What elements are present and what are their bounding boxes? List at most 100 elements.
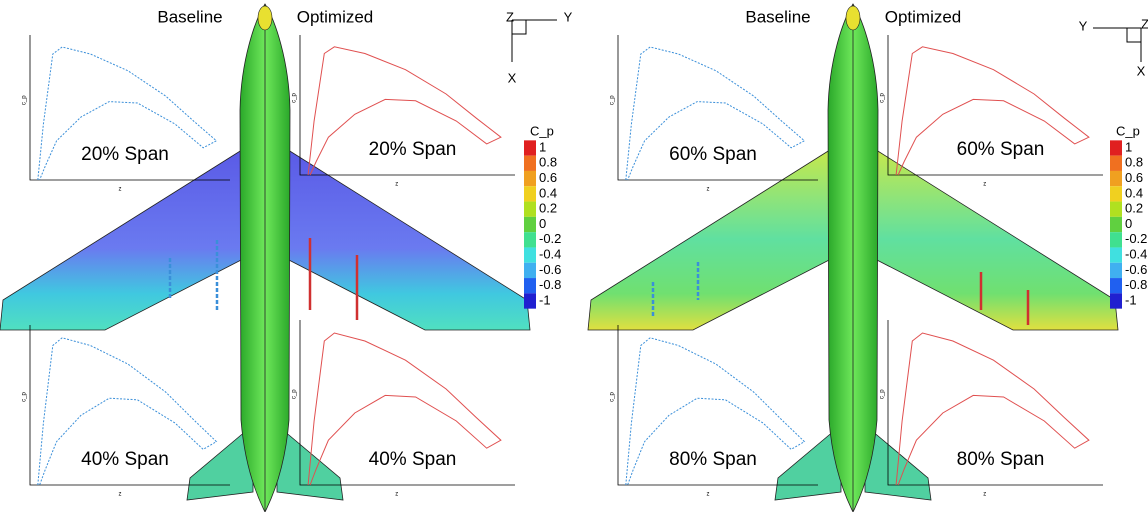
inset-y-label: c_p xyxy=(610,95,616,105)
colorbar-tick-label: -0.8 xyxy=(539,277,561,292)
colorbar-swatch xyxy=(524,140,536,156)
colorbar-swatch xyxy=(524,186,536,202)
triad xyxy=(1093,27,1142,62)
inset-axes xyxy=(29,325,230,486)
inset-axes xyxy=(617,325,818,486)
colorbar-swatch xyxy=(524,201,536,217)
colorbar-tick-label: 0.2 xyxy=(539,201,557,216)
colorbar-swatch xyxy=(1110,186,1122,202)
left-wing xyxy=(0,147,246,331)
inset-y-label: c_p xyxy=(880,93,886,103)
axis-y: Y xyxy=(1079,18,1088,33)
span-label: 20% Span xyxy=(369,139,457,160)
inset-axes xyxy=(617,35,818,181)
optimized-curve xyxy=(307,332,502,486)
colorbar-tick-label: -0.6 xyxy=(539,262,561,277)
span-label: 60% Span xyxy=(669,144,757,165)
span-label: 60% Span xyxy=(957,139,1045,160)
colorbar-swatch xyxy=(1110,140,1122,156)
baseline-curve xyxy=(37,337,218,486)
colorbar-swatch xyxy=(1110,293,1122,309)
baseline-label: Baseline xyxy=(157,7,222,26)
inset-x-label: z xyxy=(119,492,122,498)
inset-y-label: c_p xyxy=(610,392,616,402)
inset-x-label: z xyxy=(395,492,398,498)
colorbar-tick-label: -0.4 xyxy=(1125,247,1147,262)
inset-y-label: c_p xyxy=(22,392,28,402)
span-label: 40% Span xyxy=(81,449,169,470)
inset-y-label: c_p xyxy=(880,389,886,399)
colorbar-swatch xyxy=(524,262,536,279)
span-label: 80% Span xyxy=(669,449,757,470)
colorbar-swatch xyxy=(1110,247,1122,263)
axis-x: X xyxy=(508,70,517,85)
span-label: 80% Span xyxy=(957,449,1045,470)
colorbar-swatch xyxy=(1110,262,1122,279)
colorbar-tick-label: 0.6 xyxy=(1125,170,1143,185)
baseline-label: Baseline xyxy=(745,7,810,26)
inset-x-label: z xyxy=(119,187,122,193)
span-label: 40% Span xyxy=(369,449,457,470)
colorbar-tick-label: 0.2 xyxy=(1125,201,1143,216)
colorbar-tick-label: -0.4 xyxy=(539,247,561,262)
colorbar-tick-label: 0.4 xyxy=(1125,185,1143,200)
colorbar-tick-label: -0.2 xyxy=(539,231,561,246)
colorbar-tick-label: 0.6 xyxy=(539,170,557,185)
inset-x-label: z xyxy=(707,492,710,498)
inset-y-label: c_p xyxy=(292,93,298,103)
colorbar-tick-label: 0.4 xyxy=(539,185,557,200)
colorbar-tick-label: -0.8 xyxy=(1125,277,1147,292)
colorbar-swatch xyxy=(524,293,536,309)
colorbar-swatch xyxy=(524,170,536,187)
span-label: 20% Span xyxy=(81,144,169,165)
axis-z: Z xyxy=(506,9,514,24)
axis-y: Y xyxy=(564,9,573,24)
inset-x-label: z xyxy=(707,187,710,193)
nose-cap xyxy=(845,5,861,31)
colorbar-swatch xyxy=(524,155,536,171)
colorbar-tick-label: 0 xyxy=(539,216,546,231)
inset-y-label: c_p xyxy=(292,389,298,399)
left-wing xyxy=(587,147,834,331)
colorbar-tick-label: 0 xyxy=(1125,216,1132,231)
colorbar-tick-label: 1 xyxy=(539,139,546,154)
optimized-curve xyxy=(895,332,1090,486)
colorbar-swatch xyxy=(1110,201,1122,217)
colorbar-swatch xyxy=(524,232,536,248)
colorbar-title: C_p xyxy=(530,123,554,138)
inset-x-label: z xyxy=(395,182,398,188)
optimized-label: Optimized xyxy=(885,7,962,26)
colorbar-tick-label: -0.6 xyxy=(1125,262,1147,277)
triad xyxy=(511,19,557,62)
inset-axes xyxy=(299,320,515,486)
baseline-curve xyxy=(37,46,218,181)
colorbar-swatch xyxy=(524,216,536,233)
colorbar-swatch xyxy=(1110,155,1122,171)
optimized-label: Optimized xyxy=(297,7,374,26)
colorbar-tick-label: 0.8 xyxy=(539,155,557,170)
inset-axes xyxy=(887,35,1103,176)
inset-axes xyxy=(299,35,515,176)
colorbar-tick-label: -1 xyxy=(1125,292,1137,307)
optimized-curve xyxy=(895,46,1090,176)
colorbar-tick-label: -0.2 xyxy=(1125,231,1147,246)
colorbar-swatch xyxy=(524,278,536,294)
colorbar-title: C_p xyxy=(1116,123,1140,138)
colorbar-tick-label: -1 xyxy=(539,292,551,307)
inset-y-label: c_p xyxy=(22,95,28,105)
nose-cap xyxy=(257,5,273,31)
colorbar-swatch xyxy=(1110,278,1122,294)
baseline-curve xyxy=(625,46,806,181)
colorbar-tick-label: 1 xyxy=(1125,139,1132,154)
colorbar-swatch xyxy=(1110,232,1122,248)
colorbar-swatch xyxy=(524,247,536,263)
colorbar-swatch xyxy=(1110,216,1122,233)
inset-x-label: z xyxy=(983,492,986,498)
axis-x: X xyxy=(1137,63,1146,78)
optimized-curve xyxy=(307,46,502,176)
inset-axes xyxy=(29,35,230,181)
baseline-curve xyxy=(625,337,806,486)
